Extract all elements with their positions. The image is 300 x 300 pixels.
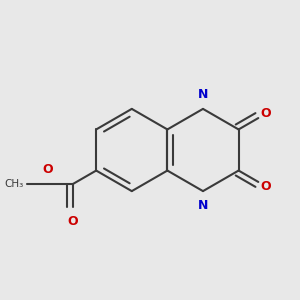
Text: O: O	[261, 107, 271, 120]
Text: O: O	[68, 215, 78, 228]
Text: CH₃: CH₃	[4, 179, 24, 189]
Text: O: O	[261, 180, 271, 193]
Text: O: O	[42, 163, 53, 176]
Text: N: N	[198, 88, 208, 101]
Text: N: N	[198, 199, 208, 212]
